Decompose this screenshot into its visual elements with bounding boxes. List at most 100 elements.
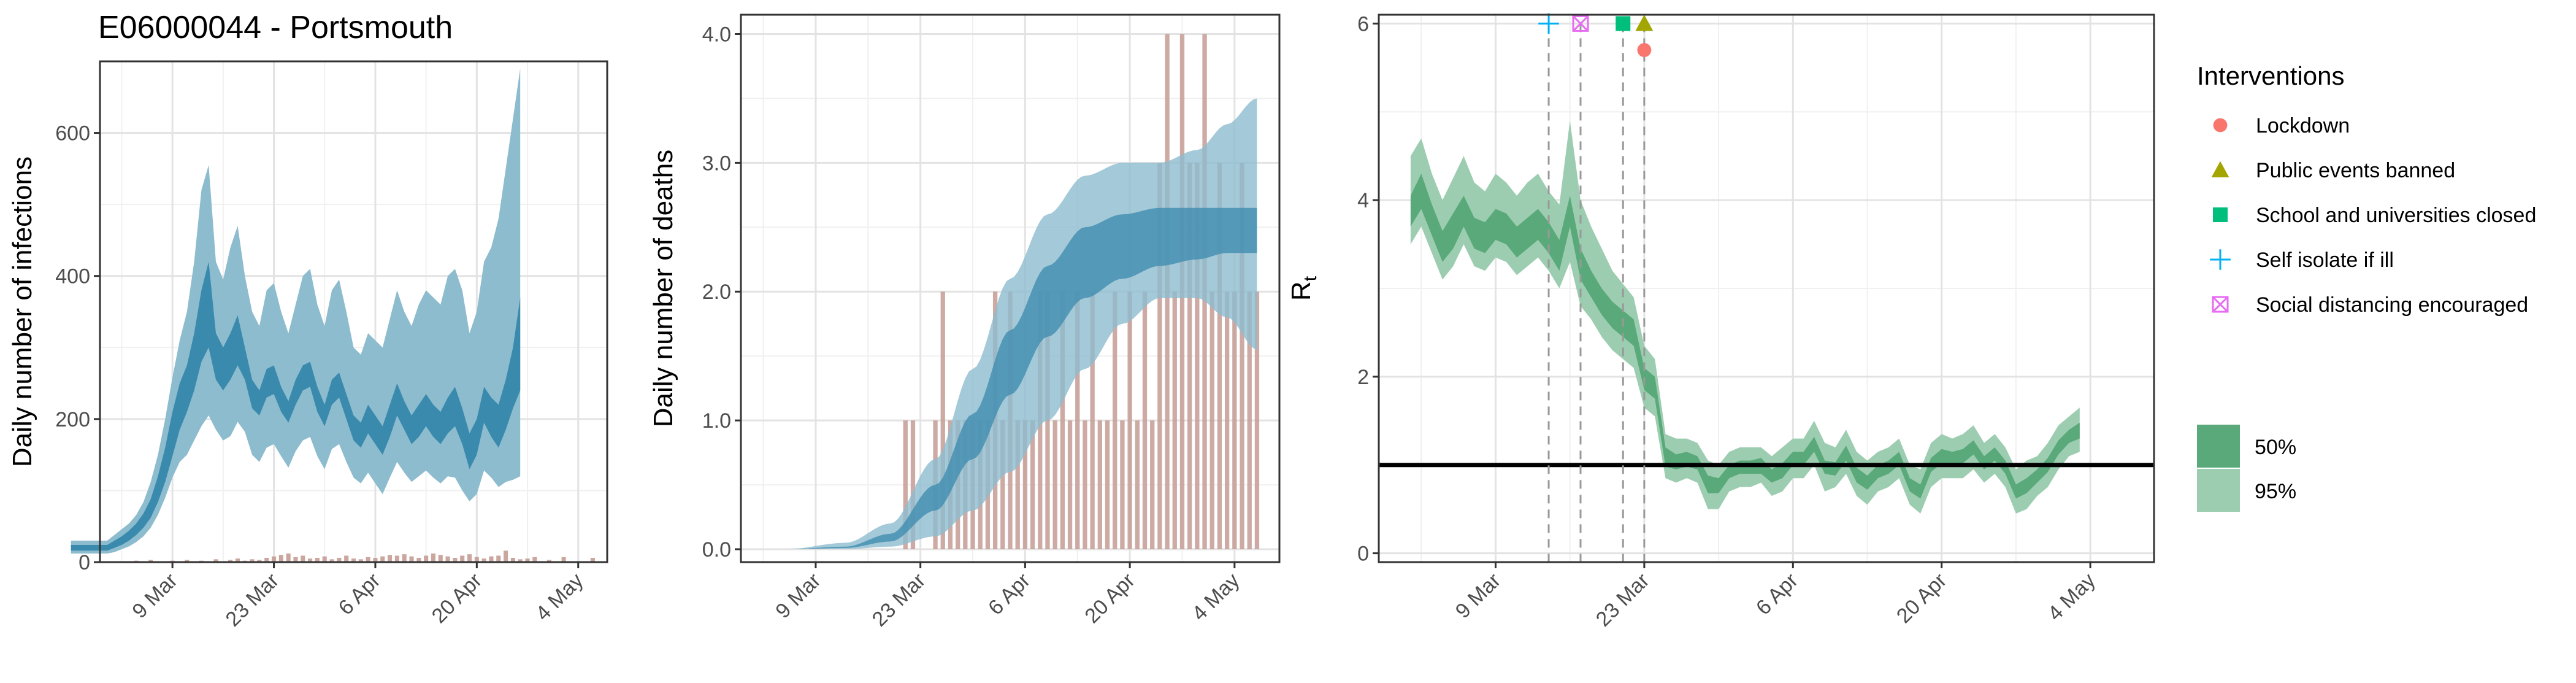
- intervention-marker: [1635, 14, 1654, 31]
- observed-death-bar: [1157, 163, 1162, 550]
- y-tick-label: 4: [1357, 189, 1369, 212]
- figure-title: E06000044 - Portsmouth: [98, 10, 453, 45]
- legend-symbol: [2213, 118, 2228, 133]
- intervention-marker: [1616, 16, 1631, 31]
- observed-death-bar: [1142, 291, 1148, 550]
- observed-count-bar: [474, 557, 479, 562]
- observed-death-bar: [903, 420, 908, 550]
- observed-count-bar: [185, 560, 190, 562]
- plot-border: [99, 60, 608, 563]
- observed-death-bar: [940, 291, 945, 550]
- observed-count-bar: [518, 559, 523, 562]
- observed-death-bar: [1224, 291, 1230, 550]
- observed-count-bar: [496, 555, 501, 562]
- observed-death-bar: [1254, 291, 1260, 550]
- y-tick-label: 0: [1357, 542, 1369, 566]
- observed-death-bar: [1217, 163, 1222, 550]
- observed-death-bar: [1083, 420, 1087, 550]
- plot-background: [100, 61, 607, 562]
- observed-count-bar: [257, 560, 262, 562]
- observed-count-bar: [402, 554, 407, 562]
- y-tick-label: 2.0: [702, 280, 731, 304]
- legend-label: Social distancing encouraged: [2256, 293, 2528, 317]
- y-tick-label: 4.0: [702, 23, 731, 46]
- plot-border: [1378, 14, 2155, 563]
- legend-ci-swatch: [2197, 469, 2240, 512]
- observed-count-bar: [293, 557, 298, 562]
- observed-count-bar: [148, 560, 153, 562]
- y-tick-label: 400: [55, 265, 90, 288]
- observed-death-bar: [1209, 291, 1214, 550]
- legend-symbol: [2212, 296, 2229, 313]
- observed-death-bar: [910, 420, 916, 550]
- legend-title: Interventions: [2197, 61, 2344, 90]
- legend-symbol: [2213, 207, 2228, 222]
- observed-death-bar: [1097, 420, 1102, 550]
- observed-death-bar: [1113, 291, 1117, 550]
- y-tick-label: 600: [55, 122, 90, 145]
- observed-count-bar: [380, 556, 385, 562]
- y-tick-label: 6: [1357, 12, 1369, 36]
- observed-count-bar: [424, 555, 429, 562]
- observed-count-bar: [250, 559, 255, 562]
- observed-count-bar: [525, 558, 530, 562]
- legend-label: School and universities closed: [2256, 204, 2536, 227]
- intervention-marker: [1637, 43, 1652, 57]
- observed-count-bar: [315, 558, 320, 562]
- observed-death-bar: [1075, 291, 1080, 550]
- observed-count-bar: [394, 555, 399, 562]
- observed-count-bar: [504, 550, 508, 562]
- plot-border: [740, 14, 1281, 563]
- legend-ci-label: 50%: [2255, 436, 2296, 459]
- observed-count-bar: [264, 558, 269, 562]
- observed-count-bar: [301, 555, 305, 562]
- observed-death-bar: [1195, 163, 1200, 550]
- observed-count-bar: [445, 556, 450, 562]
- legend-ci-label: 95%: [2255, 480, 2296, 503]
- rt-50-band: [1410, 174, 2080, 499]
- observed-death-bar: [1150, 420, 1155, 550]
- y-tick-label: 200: [55, 408, 90, 431]
- observed-count-bar: [510, 558, 515, 562]
- legend-symbol: [2210, 249, 2231, 270]
- interventions-legend: Interventions Lockdown Public events banne…: [2197, 61, 2536, 512]
- observed-count-bar: [278, 555, 283, 562]
- observed-death-bar: [1135, 420, 1140, 550]
- legend-label: Lockdown: [2256, 114, 2350, 137]
- observed-death-bar: [1060, 291, 1065, 550]
- observed-count-bar: [344, 555, 349, 562]
- deaths-panel: 0.01.02.03.04.09 Mar 23 Mar 6 Apr 20 Apr 4 M…: [648, 14, 1281, 631]
- observed-count-bar: [235, 558, 240, 562]
- observed-count-bar: [373, 558, 378, 562]
- y-tick-label: 3.0: [702, 152, 731, 175]
- observed-count-bar: [481, 558, 486, 562]
- observed-death-bar: [1247, 291, 1252, 550]
- observed-death-bar: [1030, 420, 1035, 550]
- observed-count-bar: [590, 558, 595, 562]
- observed-count-bar: [416, 558, 421, 562]
- legend-label: Self isolate if ill: [2256, 249, 2394, 272]
- y-tick-label: 0: [79, 551, 90, 574]
- observed-death-bar: [1187, 163, 1192, 550]
- observed-death-bar: [1000, 420, 1005, 550]
- observed-death-bar: [1105, 420, 1110, 550]
- observed-count-bar: [561, 557, 566, 562]
- observed-count-bar: [271, 556, 277, 562]
- observed-count-bar: [532, 557, 537, 562]
- legend-ci-swatch: [2197, 425, 2240, 468]
- observed-count-bar: [489, 556, 494, 562]
- y-axis-title: Daily number of infections: [7, 156, 37, 467]
- observed-death-bar: [1172, 291, 1177, 550]
- observed-count-bar: [308, 558, 313, 562]
- observed-count-bar: [409, 556, 414, 562]
- observed-death-bar: [1090, 291, 1095, 550]
- intervention-marker: [1538, 13, 1559, 34]
- y-axis-title: Daily number of deaths: [648, 150, 678, 427]
- observed-death-bar: [1052, 420, 1057, 550]
- observed-count-bar: [431, 554, 436, 562]
- observed-death-bar: [1240, 163, 1244, 550]
- y-tick-label: 1.0: [702, 409, 731, 433]
- observed-death-bar: [1232, 291, 1237, 550]
